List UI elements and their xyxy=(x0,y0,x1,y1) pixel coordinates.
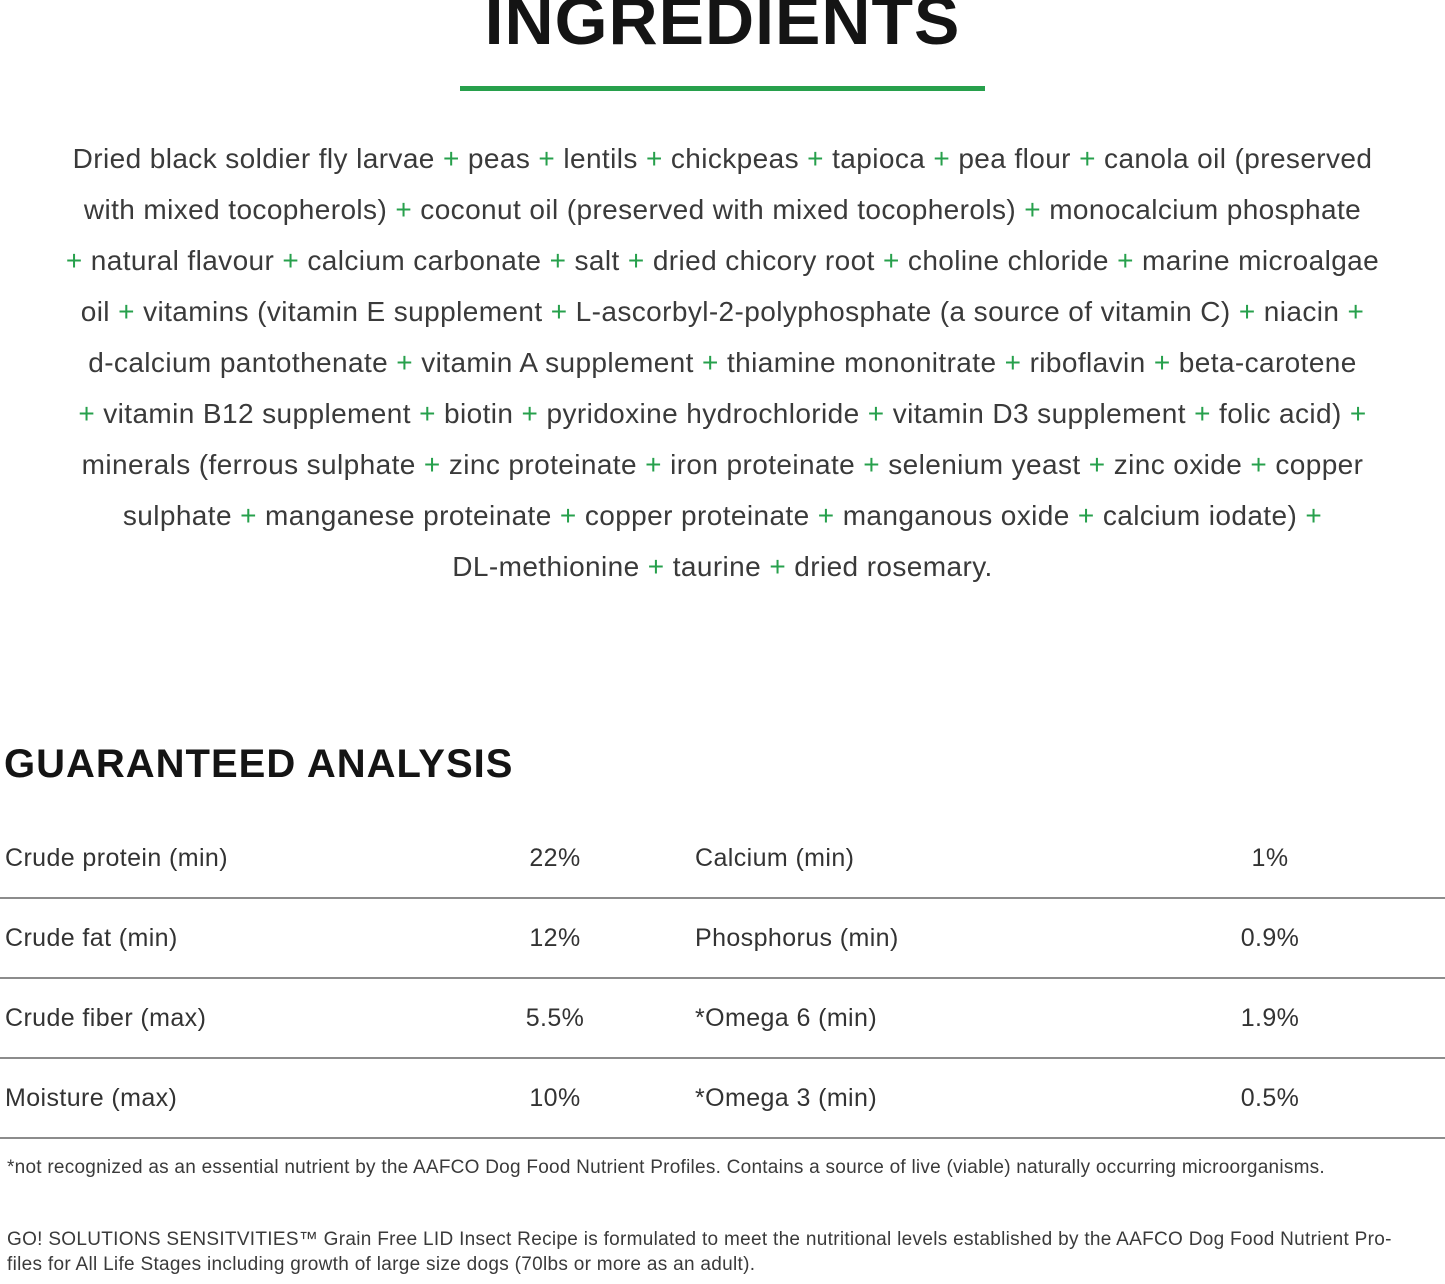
plus-separator: + xyxy=(1079,143,1096,174)
ingredients-line: DL-methionine + taurine + dried rosemary… xyxy=(452,551,993,582)
nutrient-value: 1% xyxy=(1251,843,1289,872)
plus-separator: + xyxy=(867,398,885,429)
nutrient-label: Crude fiber (max) xyxy=(5,1003,207,1032)
plus-separator: + xyxy=(538,143,556,174)
plus-separator: + xyxy=(1004,347,1022,378)
plus-separator: + xyxy=(78,398,96,429)
plus-separator: + xyxy=(863,449,881,480)
plus-separator: + xyxy=(65,245,83,276)
plus-separator: + xyxy=(1250,449,1268,480)
ingredients-line: + vitamin B12 supplement + biotin + pyri… xyxy=(78,398,1367,429)
aafco-footnote: *not recognized as an essential nutrient… xyxy=(7,1157,1325,1178)
plus-separator: + xyxy=(549,245,567,276)
plus-separator: + xyxy=(769,551,787,582)
plus-separator: + xyxy=(1349,398,1367,429)
ingredients-line: d-calcium pantothenate + vitamin A suppl… xyxy=(88,347,1357,378)
nutrient-value: 5.5% xyxy=(525,1003,585,1032)
plus-separator: + xyxy=(645,449,662,480)
analysis-row: Crude fiber (max) 5.5% *Omega 6 (min) 1.9% xyxy=(0,979,1445,1059)
nutrient-value: 1.9% xyxy=(1240,1003,1300,1032)
ingredients-line: oil + vitamins (vitamin E supplement + L… xyxy=(80,296,1365,327)
plus-separator: + xyxy=(627,245,645,276)
plus-separator: + xyxy=(807,143,824,174)
plus-separator: + xyxy=(282,245,300,276)
green-underline-rule xyxy=(460,86,985,91)
ingredients-line: minerals (ferrous sulphate + zinc protei… xyxy=(81,449,1364,480)
page-title: INGREDIENTS xyxy=(484,0,961,59)
plus-separator: + xyxy=(550,296,568,327)
plus-separator: + xyxy=(521,398,539,429)
plus-separator: + xyxy=(1305,500,1323,531)
plus-separator: + xyxy=(933,143,951,174)
guaranteed-analysis-heading: GUARANTEED ANALYSIS xyxy=(4,742,514,786)
ingredients-line: with mixed tocopherols) + coconut oil (p… xyxy=(83,194,1362,225)
formulation-statement-line1: GO! SOLUTIONS SENSITVITIES™ Grain Free L… xyxy=(7,1229,1392,1250)
formulation-statement: GO! SOLUTIONS SENSITVITIES™ Grain Free L… xyxy=(0,1227,1445,1277)
plus-separator: + xyxy=(442,143,460,174)
plus-separator: + xyxy=(1117,245,1134,276)
plus-separator: + xyxy=(395,194,413,225)
nutrient-value: 0.9% xyxy=(1240,923,1300,952)
plus-separator: + xyxy=(419,398,436,429)
nutrient-value: 0.5% xyxy=(1240,1083,1300,1112)
plus-separator: + xyxy=(423,449,441,480)
ingredients-line: Dried black soldier fly larvae + peas + … xyxy=(72,143,1373,174)
nutrient-label: *Omega 3 (min) xyxy=(695,1083,878,1112)
guaranteed-analysis-table: Crude protein (min) 22% Calcium (min) 1% Cru… xyxy=(0,819,1445,1139)
nutrient-value: 12% xyxy=(529,923,581,952)
nutrient-label: Calcium (min) xyxy=(695,843,855,872)
ingredients-paragraph: Dried black soldier fly larvae + peas + … xyxy=(0,133,1445,592)
plus-separator: + xyxy=(817,500,835,531)
formulation-statement-line2: files for All Life Stages including grow… xyxy=(7,1254,756,1275)
nutrient-label: Crude protein (min) xyxy=(5,843,228,872)
ingredients-header: INGREDIENTS xyxy=(0,0,1445,91)
plus-separator: + xyxy=(396,347,414,378)
plus-separator: + xyxy=(118,296,135,327)
plus-separator: + xyxy=(1088,449,1106,480)
ingredients-line: sulphate + manganese proteinate + copper… xyxy=(122,500,1323,531)
plus-separator: + xyxy=(647,551,665,582)
analysis-row: Moisture (max) 10% *Omega 3 (min) 0.5% xyxy=(0,1059,1445,1139)
plus-separator: + xyxy=(1077,500,1095,531)
plus-separator: + xyxy=(882,245,900,276)
ingredients-line: + natural flavour + calcium carbonate + … xyxy=(65,245,1380,276)
plus-separator: + xyxy=(559,500,577,531)
nutrient-value: 22% xyxy=(529,843,581,872)
plus-separator: + xyxy=(702,347,719,378)
plus-separator: + xyxy=(645,143,663,174)
analysis-row: Crude protein (min) 22% Calcium (min) 1% xyxy=(0,819,1445,899)
nutrient-label: *Omega 6 (min) xyxy=(695,1003,878,1032)
analysis-row: Crude fat (min) 12% Phosphorus (min) 0.9% xyxy=(0,899,1445,979)
plus-separator: + xyxy=(1153,347,1171,378)
nutrient-label: Phosphorus (min) xyxy=(695,923,899,952)
nutrient-label: Crude fat (min) xyxy=(5,923,178,952)
plus-separator: + xyxy=(1024,194,1042,225)
nutrient-label: Moisture (max) xyxy=(5,1083,178,1112)
plus-separator: + xyxy=(240,500,257,531)
plus-separator: + xyxy=(1238,296,1256,327)
plus-separator: + xyxy=(1347,296,1365,327)
plus-separator: + xyxy=(1194,398,1211,429)
nutrient-value: 10% xyxy=(529,1083,581,1112)
